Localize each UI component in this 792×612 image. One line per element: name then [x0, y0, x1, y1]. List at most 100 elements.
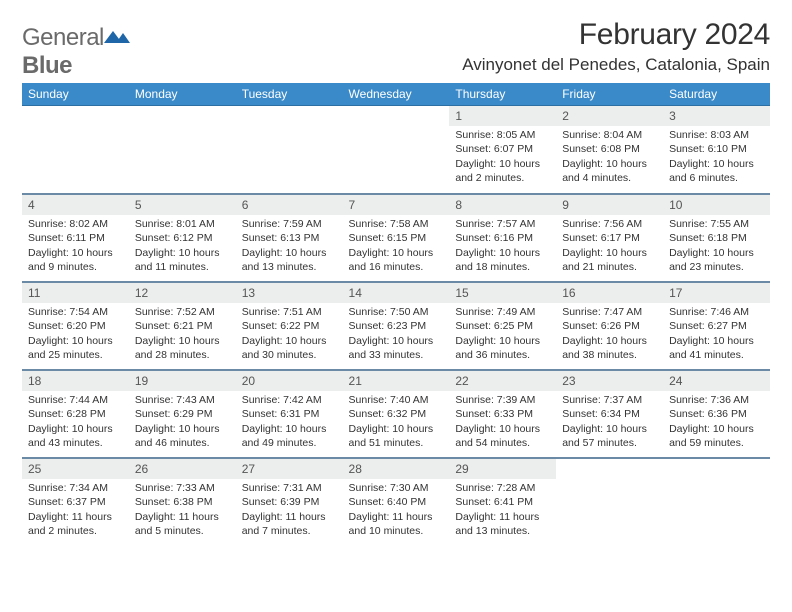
day-details: Sunrise: 7:42 AMSunset: 6:31 PMDaylight:…: [236, 391, 343, 454]
brand-part1: General: [22, 24, 104, 51]
calendar-day-cell: 17Sunrise: 7:46 AMSunset: 6:27 PMDayligh…: [663, 282, 770, 370]
calendar-day-cell: .: [556, 458, 663, 546]
sunset-text: Sunset: 6:28 PM: [28, 407, 123, 421]
daylight-text: Daylight: 10 hours and 59 minutes.: [669, 422, 764, 450]
day-details: Sunrise: 7:52 AMSunset: 6:21 PMDaylight:…: [129, 303, 236, 366]
sunrise-text: Sunrise: 7:31 AM: [242, 481, 337, 495]
daylight-text: Daylight: 10 hours and 28 minutes.: [135, 334, 230, 362]
sunset-text: Sunset: 6:08 PM: [562, 142, 657, 156]
sunset-text: Sunset: 6:37 PM: [28, 495, 123, 509]
day-number: 19: [129, 371, 236, 391]
calendar-day-cell: 14Sunrise: 7:50 AMSunset: 6:23 PMDayligh…: [343, 282, 450, 370]
daylight-text: Daylight: 11 hours and 2 minutes.: [28, 510, 123, 538]
daylight-text: Daylight: 10 hours and 21 minutes.: [562, 246, 657, 274]
day-details: Sunrise: 7:46 AMSunset: 6:27 PMDaylight:…: [663, 303, 770, 366]
calendar-day-cell: 21Sunrise: 7:40 AMSunset: 6:32 PMDayligh…: [343, 370, 450, 458]
daylight-text: Daylight: 10 hours and 2 minutes.: [455, 157, 550, 185]
calendar-day-cell: 24Sunrise: 7:36 AMSunset: 6:36 PMDayligh…: [663, 370, 770, 458]
calendar-day-cell: .: [663, 458, 770, 546]
day-details: Sunrise: 7:49 AMSunset: 6:25 PMDaylight:…: [449, 303, 556, 366]
sunrise-text: Sunrise: 8:01 AM: [135, 217, 230, 231]
daylight-text: Daylight: 11 hours and 7 minutes.: [242, 510, 337, 538]
weekday-header: Monday: [129, 83, 236, 106]
sunset-text: Sunset: 6:12 PM: [135, 231, 230, 245]
sunrise-text: Sunrise: 8:04 AM: [562, 128, 657, 142]
sunrise-text: Sunrise: 7:58 AM: [349, 217, 444, 231]
day-details: Sunrise: 7:30 AMSunset: 6:40 PMDaylight:…: [343, 479, 450, 542]
daylight-text: Daylight: 11 hours and 10 minutes.: [349, 510, 444, 538]
calendar-week-row: 25Sunrise: 7:34 AMSunset: 6:37 PMDayligh…: [22, 458, 770, 546]
sunrise-text: Sunrise: 7:39 AM: [455, 393, 550, 407]
daylight-text: Daylight: 10 hours and 51 minutes.: [349, 422, 444, 450]
sunrise-text: Sunrise: 7:30 AM: [349, 481, 444, 495]
day-number: 12: [129, 283, 236, 303]
sunset-text: Sunset: 6:32 PM: [349, 407, 444, 421]
day-number: 13: [236, 283, 343, 303]
day-number: 1: [449, 106, 556, 126]
sunrise-text: Sunrise: 7:52 AM: [135, 305, 230, 319]
sunrise-text: Sunrise: 8:02 AM: [28, 217, 123, 231]
brand-logo: General Blue: [22, 24, 130, 80]
sunrise-text: Sunrise: 7:54 AM: [28, 305, 123, 319]
day-number: 26: [129, 459, 236, 479]
sunrise-text: Sunrise: 7:42 AM: [242, 393, 337, 407]
logo-mark-icon: [104, 25, 130, 45]
sunrise-text: Sunrise: 7:33 AM: [135, 481, 230, 495]
daylight-text: Daylight: 11 hours and 5 minutes.: [135, 510, 230, 538]
sunrise-text: Sunrise: 7:34 AM: [28, 481, 123, 495]
daylight-text: Daylight: 10 hours and 30 minutes.: [242, 334, 337, 362]
day-details: Sunrise: 7:50 AMSunset: 6:23 PMDaylight:…: [343, 303, 450, 366]
calendar-day-cell: 3Sunrise: 8:03 AMSunset: 6:10 PMDaylight…: [663, 106, 770, 194]
sunrise-text: Sunrise: 7:36 AM: [669, 393, 764, 407]
sunrise-text: Sunrise: 8:05 AM: [455, 128, 550, 142]
day-number: 8: [449, 195, 556, 215]
day-details: Sunrise: 8:01 AMSunset: 6:12 PMDaylight:…: [129, 215, 236, 278]
day-details: Sunrise: 7:58 AMSunset: 6:15 PMDaylight:…: [343, 215, 450, 278]
month-title: February 2024: [462, 18, 770, 52]
calendar-day-cell: 13Sunrise: 7:51 AMSunset: 6:22 PMDayligh…: [236, 282, 343, 370]
day-details: Sunrise: 7:47 AMSunset: 6:26 PMDaylight:…: [556, 303, 663, 366]
day-number: 5: [129, 195, 236, 215]
day-number: 2: [556, 106, 663, 126]
sunset-text: Sunset: 6:11 PM: [28, 231, 123, 245]
day-number: 29: [449, 459, 556, 479]
calendar-day-cell: 25Sunrise: 7:34 AMSunset: 6:37 PMDayligh…: [22, 458, 129, 546]
weekday-header: Friday: [556, 83, 663, 106]
weekday-header: Tuesday: [236, 83, 343, 106]
calendar-day-cell: 18Sunrise: 7:44 AMSunset: 6:28 PMDayligh…: [22, 370, 129, 458]
calendar-table: SundayMondayTuesdayWednesdayThursdayFrid…: [22, 83, 770, 546]
calendar-day-cell: .: [343, 106, 450, 194]
sunrise-text: Sunrise: 7:44 AM: [28, 393, 123, 407]
calendar-day-cell: 28Sunrise: 7:30 AMSunset: 6:40 PMDayligh…: [343, 458, 450, 546]
day-number: 17: [663, 283, 770, 303]
day-details: Sunrise: 8:03 AMSunset: 6:10 PMDaylight:…: [663, 126, 770, 189]
calendar-week-row: 18Sunrise: 7:44 AMSunset: 6:28 PMDayligh…: [22, 370, 770, 458]
sunset-text: Sunset: 6:34 PM: [562, 407, 657, 421]
calendar-day-cell: 20Sunrise: 7:42 AMSunset: 6:31 PMDayligh…: [236, 370, 343, 458]
sunrise-text: Sunrise: 7:43 AM: [135, 393, 230, 407]
sunset-text: Sunset: 6:17 PM: [562, 231, 657, 245]
calendar-week-row: ....1Sunrise: 8:05 AMSunset: 6:07 PMDayl…: [22, 106, 770, 194]
daylight-text: Daylight: 10 hours and 57 minutes.: [562, 422, 657, 450]
calendar-week-row: 11Sunrise: 7:54 AMSunset: 6:20 PMDayligh…: [22, 282, 770, 370]
sunrise-text: Sunrise: 7:37 AM: [562, 393, 657, 407]
calendar-day-cell: 5Sunrise: 8:01 AMSunset: 6:12 PMDaylight…: [129, 194, 236, 282]
daylight-text: Daylight: 10 hours and 36 minutes.: [455, 334, 550, 362]
calendar-day-cell: .: [236, 106, 343, 194]
day-number: 15: [449, 283, 556, 303]
sunrise-text: Sunrise: 8:03 AM: [669, 128, 764, 142]
day-details: Sunrise: 8:05 AMSunset: 6:07 PMDaylight:…: [449, 126, 556, 189]
day-details: Sunrise: 7:59 AMSunset: 6:13 PMDaylight:…: [236, 215, 343, 278]
calendar-day-cell: 4Sunrise: 8:02 AMSunset: 6:11 PMDaylight…: [22, 194, 129, 282]
calendar-day-cell: .: [129, 106, 236, 194]
day-number: 28: [343, 459, 450, 479]
day-details: Sunrise: 7:37 AMSunset: 6:34 PMDaylight:…: [556, 391, 663, 454]
calendar-day-cell: 15Sunrise: 7:49 AMSunset: 6:25 PMDayligh…: [449, 282, 556, 370]
day-number: 4: [22, 195, 129, 215]
weekday-header: Wednesday: [343, 83, 450, 106]
calendar-day-cell: 16Sunrise: 7:47 AMSunset: 6:26 PMDayligh…: [556, 282, 663, 370]
sunrise-text: Sunrise: 7:57 AM: [455, 217, 550, 231]
day-details: Sunrise: 7:28 AMSunset: 6:41 PMDaylight:…: [449, 479, 556, 542]
calendar-day-cell: 1Sunrise: 8:05 AMSunset: 6:07 PMDaylight…: [449, 106, 556, 194]
day-number: 10: [663, 195, 770, 215]
